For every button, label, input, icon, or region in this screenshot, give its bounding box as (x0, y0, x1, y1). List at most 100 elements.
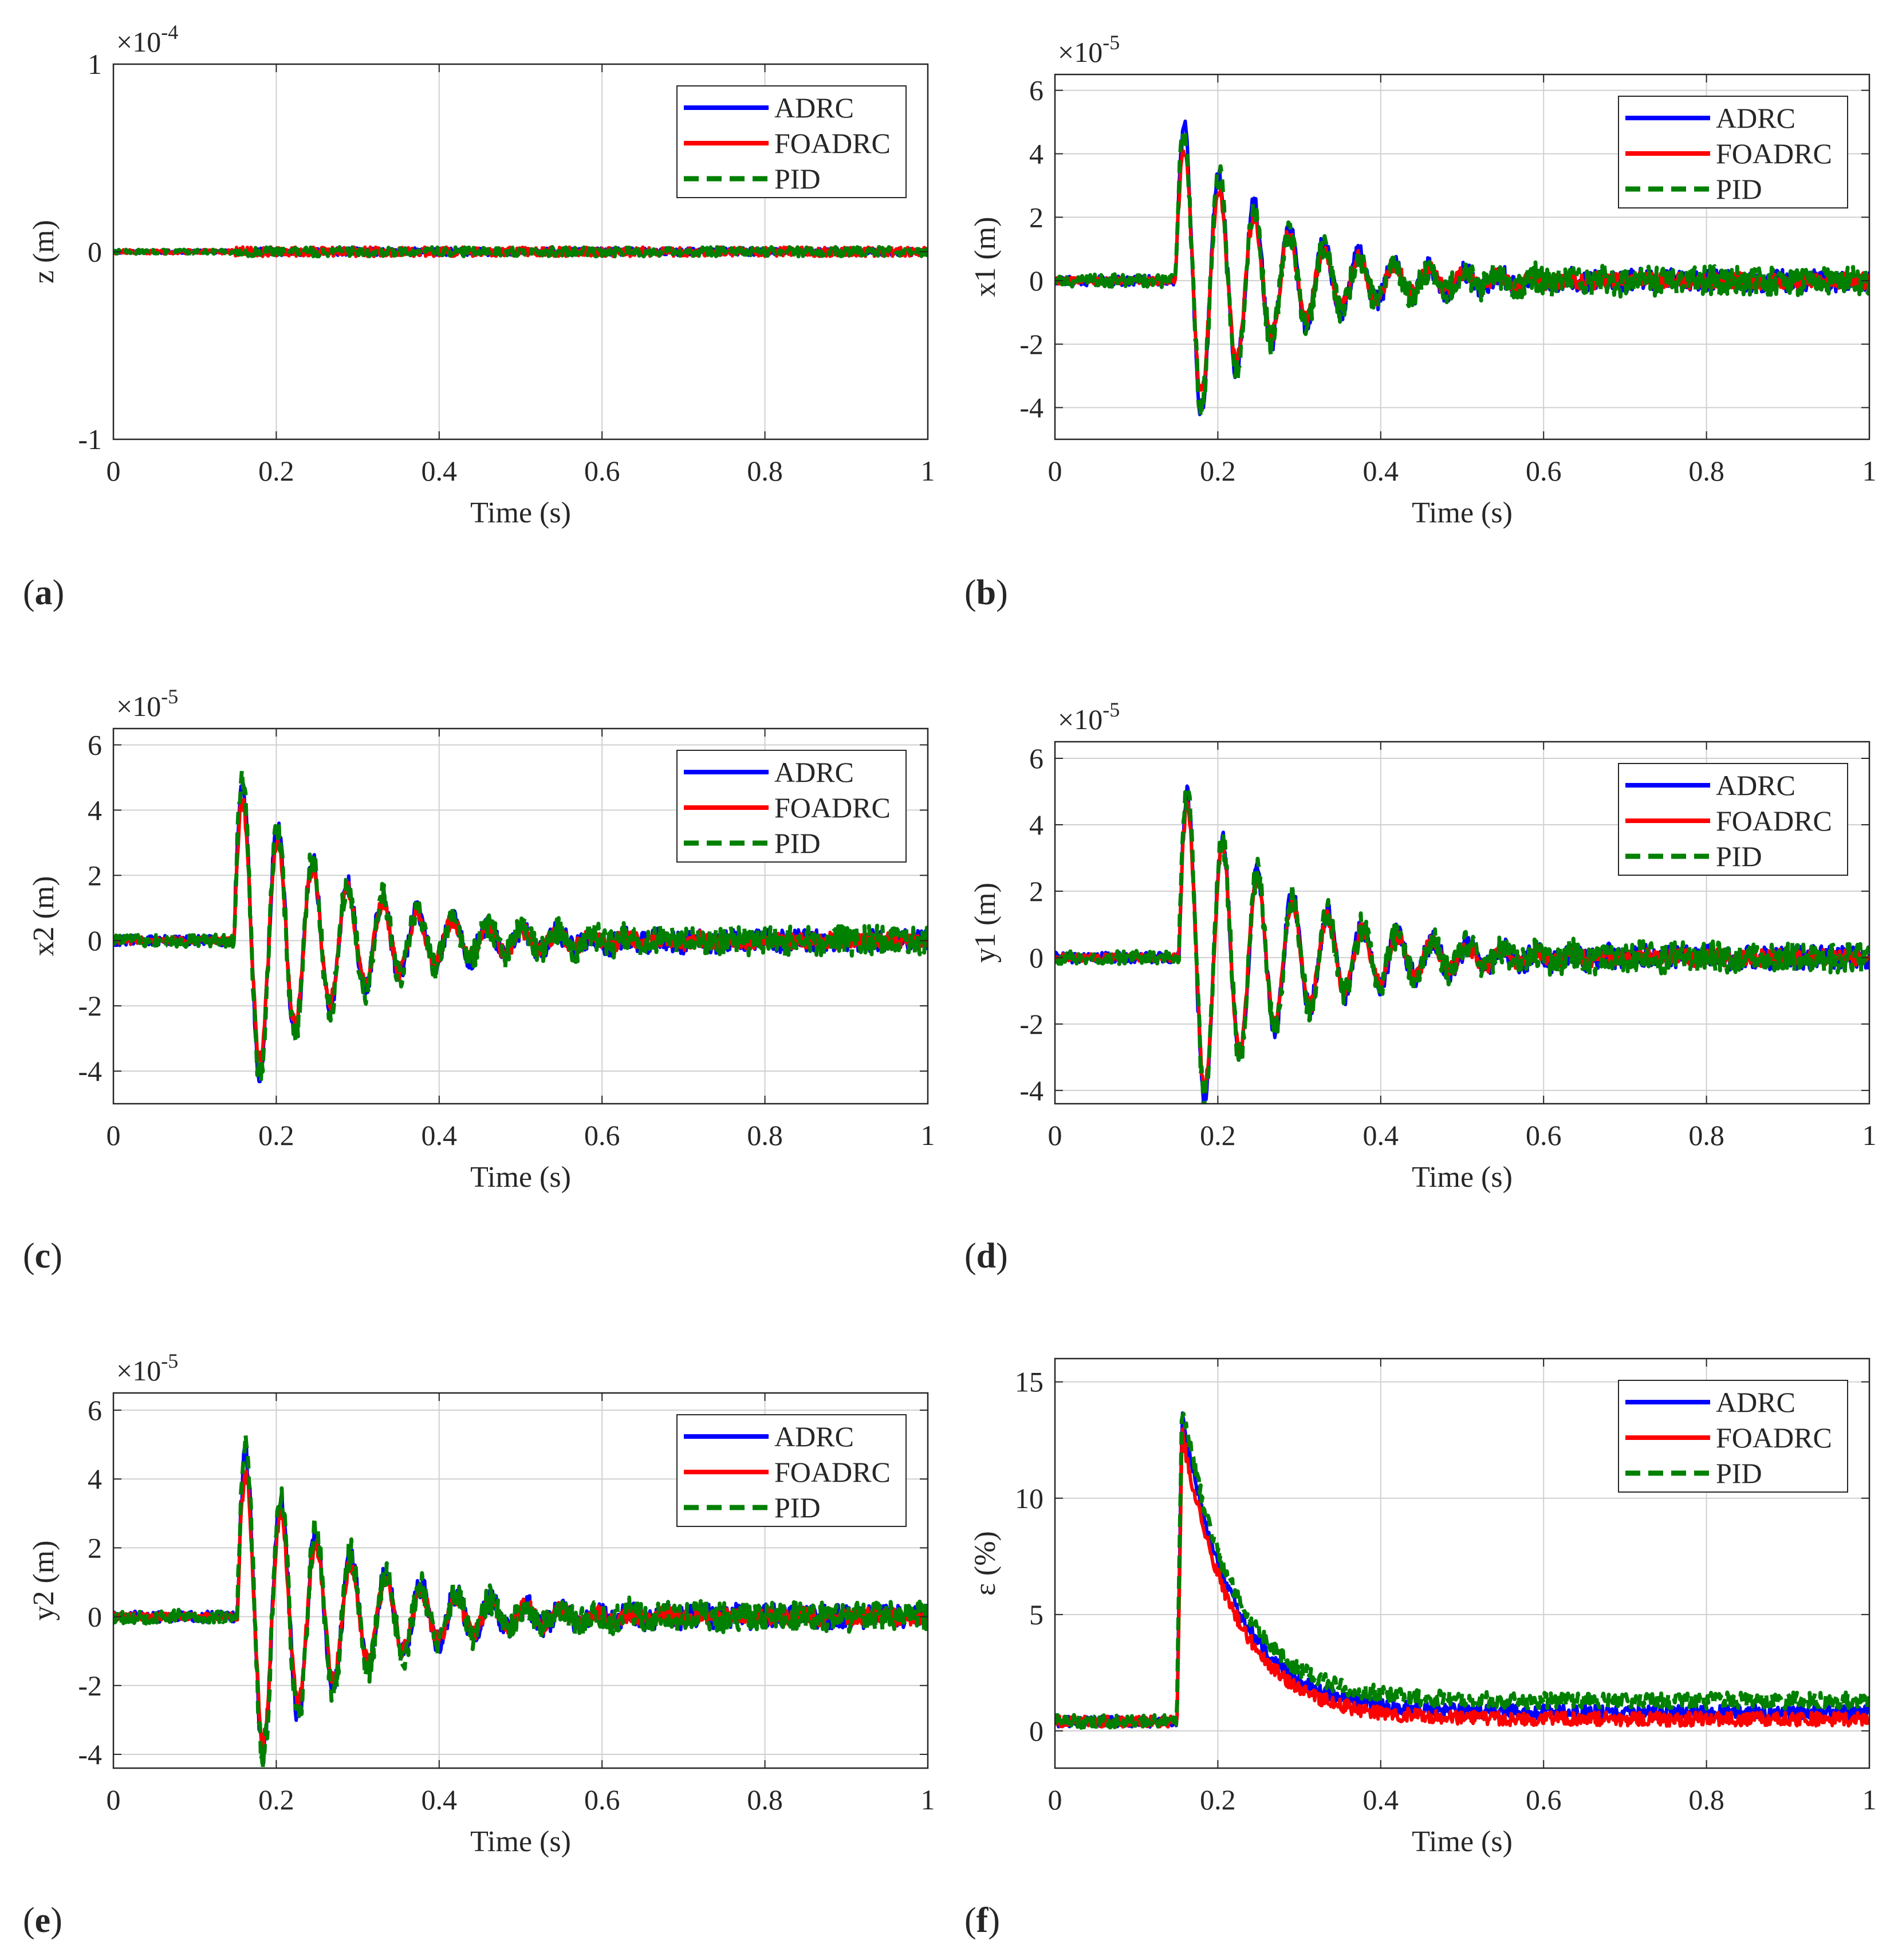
y-tick-label: 4 (88, 1463, 102, 1495)
legend-label-foadrc: FOADRC (774, 1456, 891, 1488)
x-axis-label: Time (s) (470, 497, 571, 529)
y-tick-label: 2 (88, 1532, 102, 1564)
y-tick-label: 1 (88, 48, 102, 80)
axes-frame (112, 1392, 929, 1769)
exponent-power: -5 (1102, 31, 1120, 54)
legend-label-adrc: ADRC (1716, 102, 1795, 134)
chart-panel-b: 0 0.2 0.4 0.6 0.8 1 -4 -2 0 2 4 6 ×10-5 Time (s) x1 (m… (964, 31, 1877, 612)
x-tick-label: 0 (1048, 455, 1062, 487)
x-tick-label: 0.2 (258, 1119, 294, 1151)
y-tick-label: 6 (1029, 742, 1043, 774)
y-tick-label: 0 (88, 924, 102, 957)
x-tick-label: 1 (1862, 1784, 1877, 1816)
panel-label-letter: d (976, 1237, 996, 1276)
chart-panel-c: 0 0.2 0.4 0.6 0.8 1 -4 -2 0 2 4 6 ×10-5 Time (s) x2 (m… (23, 685, 935, 1276)
legend-label-adrc: ADRC (1716, 769, 1795, 801)
x-tick-label: 0.8 (747, 1784, 783, 1816)
x-tick-label: 1 (921, 455, 935, 487)
axis-exponent: ×10-5 (1058, 31, 1120, 68)
panel-label-open: ( (23, 1901, 35, 1940)
x-tick-label: 0.2 (258, 1784, 294, 1816)
panel-label: (e) (23, 1901, 62, 1940)
panel-label: (a) (23, 573, 64, 612)
x-tick-label: 0.8 (1688, 1119, 1724, 1151)
y-axis-label: z (m) (27, 220, 60, 284)
axis-exponent: ×10-5 (116, 685, 178, 722)
panel-label-letter: e (35, 1901, 51, 1940)
x-tick-label: 0.8 (1688, 1784, 1724, 1816)
x-tick-label: 1 (1862, 1119, 1877, 1151)
x-tick-label: 0.4 (1363, 1119, 1399, 1151)
y-tick-label: 0 (1029, 942, 1043, 974)
exponent-base: ×10 (1058, 703, 1102, 735)
x-tick-label: 0.4 (1363, 455, 1399, 487)
x-tick-label: 0.2 (258, 455, 294, 487)
y-tick-label: 6 (1029, 74, 1043, 107)
x-axis-label: Time (s) (1412, 1825, 1513, 1858)
x-tick-label: 0.6 (1526, 1784, 1562, 1816)
series-line-foadrc (1055, 1427, 1869, 1729)
panel-label-letter: c (35, 1237, 51, 1276)
x-tick-label: 0.4 (422, 455, 458, 487)
legend-label-adrc: ADRC (774, 92, 854, 124)
panel-label-letter: f (976, 1901, 989, 1940)
panel-label-open: ( (964, 573, 976, 612)
legend-label-pid: PID (1716, 173, 1762, 205)
legend-label-pid: PID (774, 1491, 821, 1524)
panel-label: (c) (23, 1237, 62, 1276)
legend-label-foadrc: FOADRC (1716, 805, 1832, 837)
y-tick-label: -2 (78, 1670, 102, 1702)
x-tick-label: 0.8 (747, 1119, 783, 1151)
x-axis-label: Time (s) (470, 1825, 571, 1858)
panel-label: (b) (964, 573, 1008, 612)
x-axis-label: Time (s) (1412, 1161, 1513, 1194)
y-tick-label: 6 (88, 729, 102, 761)
x-tick-label: 0.8 (1688, 455, 1724, 487)
y-tick-label: 0 (88, 1601, 102, 1633)
panel-label-letter: a (35, 573, 53, 612)
y-tick-label: 4 (1029, 137, 1043, 170)
exponent-base: ×10 (116, 690, 161, 722)
x-tick-label: 0.6 (1526, 455, 1562, 487)
y-tick-label: -2 (1019, 1008, 1043, 1040)
y-tick-label: 2 (1029, 201, 1043, 233)
y-tick-label: 4 (1029, 809, 1043, 841)
axes-frame (1054, 1357, 1871, 1769)
y-axis-label: x1 (m) (969, 217, 1002, 297)
y-tick-label: 0 (88, 236, 102, 268)
series-line-pid (113, 245, 928, 259)
x-tick-label: 0.2 (1200, 455, 1236, 487)
x-tick-label: 0.6 (584, 1119, 620, 1151)
y-tick-label: -4 (1019, 1075, 1043, 1107)
series-group (1055, 119, 1869, 419)
legend-label-adrc: ADRC (1716, 1386, 1795, 1418)
x-tick-label: 0 (107, 455, 121, 487)
x-tick-label: 0 (1048, 1119, 1062, 1151)
x-tick-label: 1 (921, 1784, 935, 1816)
axes-frame (1054, 73, 1871, 440)
panel-label-open: ( (964, 1237, 976, 1276)
panel-label-open: ( (23, 573, 35, 612)
y-axis-label: y2 (m) (27, 1540, 60, 1620)
x-tick-label: 0.8 (747, 455, 783, 487)
x-tick-label: 0.4 (422, 1119, 458, 1151)
exponent-power: -5 (1102, 698, 1120, 721)
series-group (113, 1432, 928, 1768)
legend-label-adrc: ADRC (774, 1420, 854, 1453)
exponent-base: ×10 (116, 1355, 161, 1387)
exponent-base: ×10 (1058, 36, 1102, 68)
y-tick-label: 0 (1029, 265, 1043, 297)
y-tick-label: 15 (1015, 1366, 1043, 1398)
series-group (1055, 784, 1869, 1104)
series-line-pid (113, 1432, 928, 1768)
legend-label-pid: PID (774, 163, 821, 195)
y-tick-label: -4 (78, 1738, 102, 1770)
y-axis-label: y1 (m) (969, 883, 1002, 963)
legend-label-pid: PID (1716, 840, 1762, 872)
